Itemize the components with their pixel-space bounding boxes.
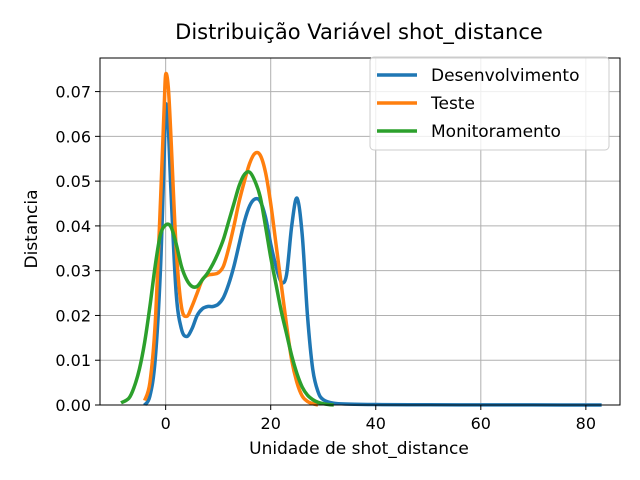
series-line-teste: [142, 71, 319, 407]
legend-label: Teste: [430, 94, 475, 114]
y-tick-label: 0.02: [55, 306, 91, 325]
series-lines: [120, 71, 602, 407]
x-axis-label: Unidade de shot_distance: [249, 439, 469, 459]
y-tick-label: 0.07: [55, 83, 91, 102]
y-axis: 0.00 0.01 0.02 0.03 0.04 0.05 0.06 0.07: [55, 83, 100, 415]
x-tick-label: 60: [471, 414, 491, 433]
x-tick-label: 40: [366, 414, 386, 433]
y-tick-label: 0.01: [55, 351, 91, 370]
legend-label: Desenvolvimento: [431, 66, 579, 86]
legend-label: Monitoramento: [431, 122, 561, 142]
x-axis: 0 20 40 60 80: [161, 405, 596, 433]
y-tick-label: 0.05: [55, 172, 91, 191]
plot-frame: [99, 57, 621, 406]
x-tick-label: 80: [576, 414, 596, 433]
chart-title: Distribuição Variável shot_distance: [175, 20, 543, 45]
x-tick-label: 20: [261, 414, 281, 433]
x-tick-label: 0: [161, 414, 171, 433]
series-line-monitoramento: [120, 169, 334, 407]
y-tick-label: 0.04: [55, 217, 91, 236]
y-axis-label: Distancia: [22, 189, 42, 268]
y-tick-label: 0.00: [55, 396, 91, 415]
y-tick-label: 0.03: [55, 262, 91, 281]
y-tick-label: 0.06: [55, 127, 91, 146]
series-line-desenvolvimento: [143, 102, 602, 407]
legend: Desenvolvimento Teste Monitoramento: [369, 56, 610, 151]
legend-box: [369, 56, 610, 151]
